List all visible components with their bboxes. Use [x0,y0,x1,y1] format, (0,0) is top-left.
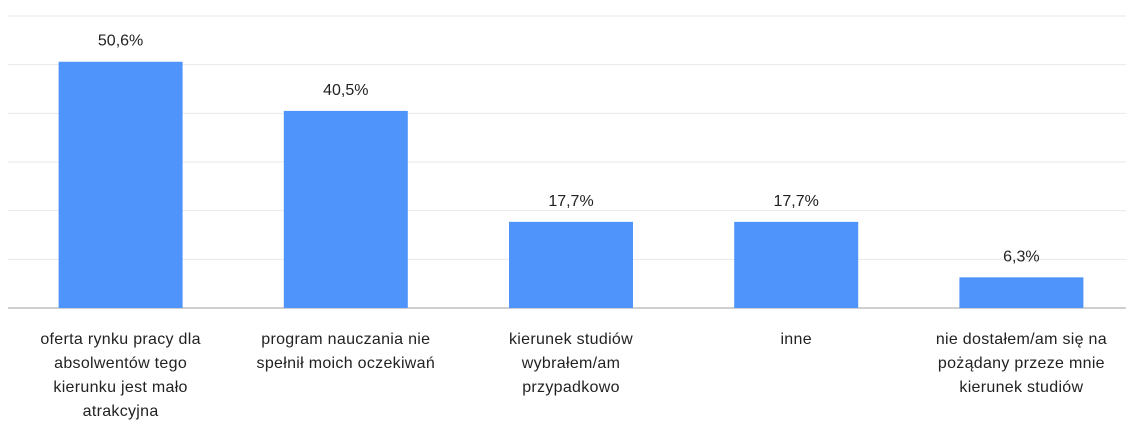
value-label: 40,5% [323,82,368,99]
x-tick-label: inne [780,331,812,348]
value-label: 50,6% [98,33,143,50]
bar [283,110,408,309]
value-label: 17,7% [774,193,819,210]
x-tick-label: oferta rynku pracy dla absolwentów tego … [40,331,201,420]
value-label: 6,3% [1003,248,1039,265]
bar [959,277,1084,308]
x-tick-label: kierunek studiów wybrałem/am przypadkowo [509,331,633,396]
value-label: 17,7% [548,193,593,210]
x-tick-label: nie dostałem/am się na pożądany przeze m… [935,331,1107,396]
bar [58,61,183,308]
bar [509,221,633,308]
x-tick-label: program nauczania nie spełnił moich ocze… [256,331,436,372]
bar [734,221,859,308]
